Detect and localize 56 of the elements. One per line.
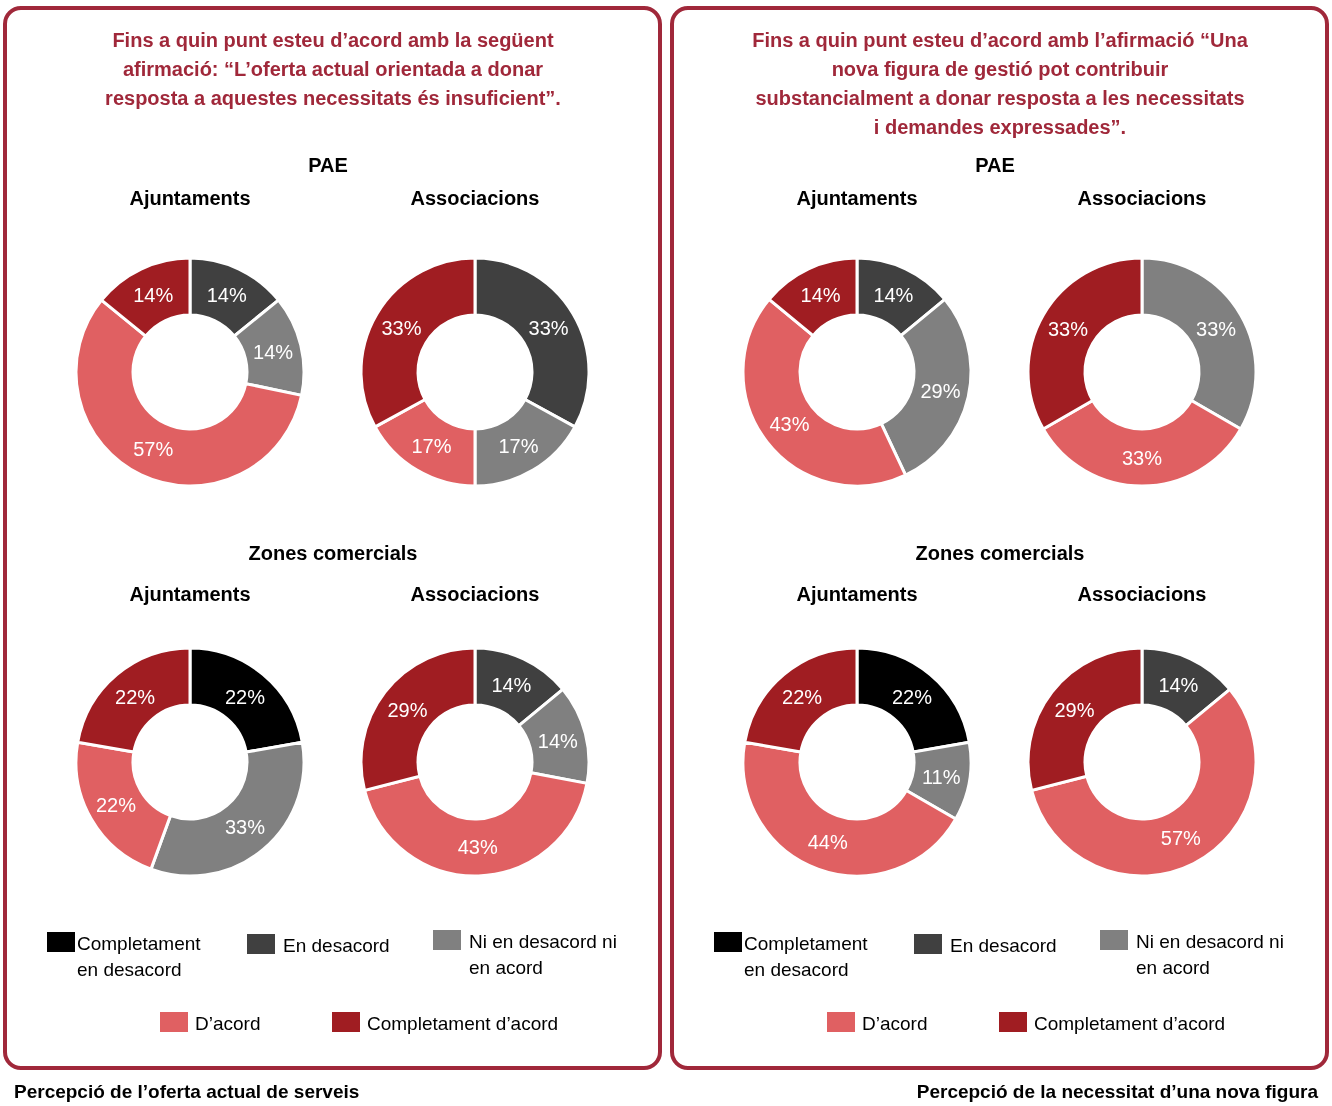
text: Fins a quin punt esteu d’acord amb l’afirmació “Una nova figura de gestió pot contribuir substancialment a donar resposta a les necessitats i demandes expressades”.	[752, 29, 1249, 138]
chart-title: Ajuntaments	[129, 187, 251, 209]
data-label: 14%	[1158, 673, 1199, 696]
chart-title: Ajuntaments	[129, 583, 251, 605]
legend-label: Completament d’acord	[367, 1013, 559, 1034]
data-label: 14%	[873, 283, 914, 306]
data-label: 11%	[921, 765, 961, 788]
data-label: 33%	[1121, 446, 1163, 469]
text: PAE	[308, 154, 348, 176]
data-label: 43%	[769, 413, 810, 436]
legend-label: En desacord	[950, 935, 1057, 956]
text: Fins a quin punt esteu d’acord amb la següent afirmació: “L’oferta actual orientada a donar resposta a aquestes necessitats és insuficient”.	[105, 29, 561, 109]
chart-title: Associacions	[410, 187, 540, 209]
data-label: 33%	[224, 816, 266, 839]
data-label: 33%	[528, 317, 569, 340]
chart-title: Ajuntaments	[796, 583, 918, 605]
data-label: 29%	[1054, 698, 1095, 721]
text: Zones comercials	[915, 542, 1085, 564]
data-label: 22%	[782, 685, 823, 708]
legend-label: D’acord	[195, 1013, 261, 1034]
legend-label: Completament en desacord	[744, 933, 869, 980]
chart-title: Associacions	[1077, 187, 1207, 209]
data-label: 14%	[206, 283, 247, 306]
data-label: 14%	[253, 340, 294, 363]
chart-title: Ajuntaments	[796, 187, 918, 209]
chart-title: Associacions	[410, 583, 540, 605]
legend-label: Completament d’acord	[1034, 1013, 1226, 1034]
data-label: 22%	[95, 793, 137, 816]
data-label: 14%	[491, 673, 532, 696]
data-label: 57%	[133, 438, 174, 461]
data-label: 33%	[1047, 318, 1089, 341]
data-label: 43%	[457, 836, 498, 859]
data-label: 14%	[800, 283, 841, 306]
data-label: 17%	[411, 434, 452, 457]
data-label: 22%	[891, 685, 933, 708]
data-label: 14%	[133, 283, 174, 306]
text: PAE	[975, 154, 1015, 176]
data-label: 22%	[224, 685, 266, 708]
text: Percepció de l’oferta actual de serveis	[14, 1081, 360, 1102]
data-label: 57%	[1160, 827, 1202, 850]
chart-title: Associacions	[1077, 583, 1207, 605]
text: Zones comercials	[248, 542, 418, 564]
legend-label: Ni en desacord ni en acord	[469, 931, 617, 978]
data-label: 29%	[920, 379, 961, 402]
data-label: 14%	[537, 729, 579, 752]
data-label: 44%	[807, 831, 848, 854]
legend-label: Ni en desacord ni en acord	[1136, 931, 1284, 978]
data-label: 22%	[115, 685, 156, 708]
legend-label: Completament en desacord	[77, 933, 202, 980]
data-label: 29%	[387, 698, 428, 721]
text: Percepció de la necessitat d’una nova figura	[916, 1081, 1319, 1102]
legend-label: D’acord	[862, 1013, 928, 1034]
legend-label: En desacord	[283, 935, 390, 956]
data-label: 33%	[381, 317, 422, 340]
data-label: 33%	[1196, 318, 1237, 341]
data-label: 17%	[498, 434, 539, 457]
